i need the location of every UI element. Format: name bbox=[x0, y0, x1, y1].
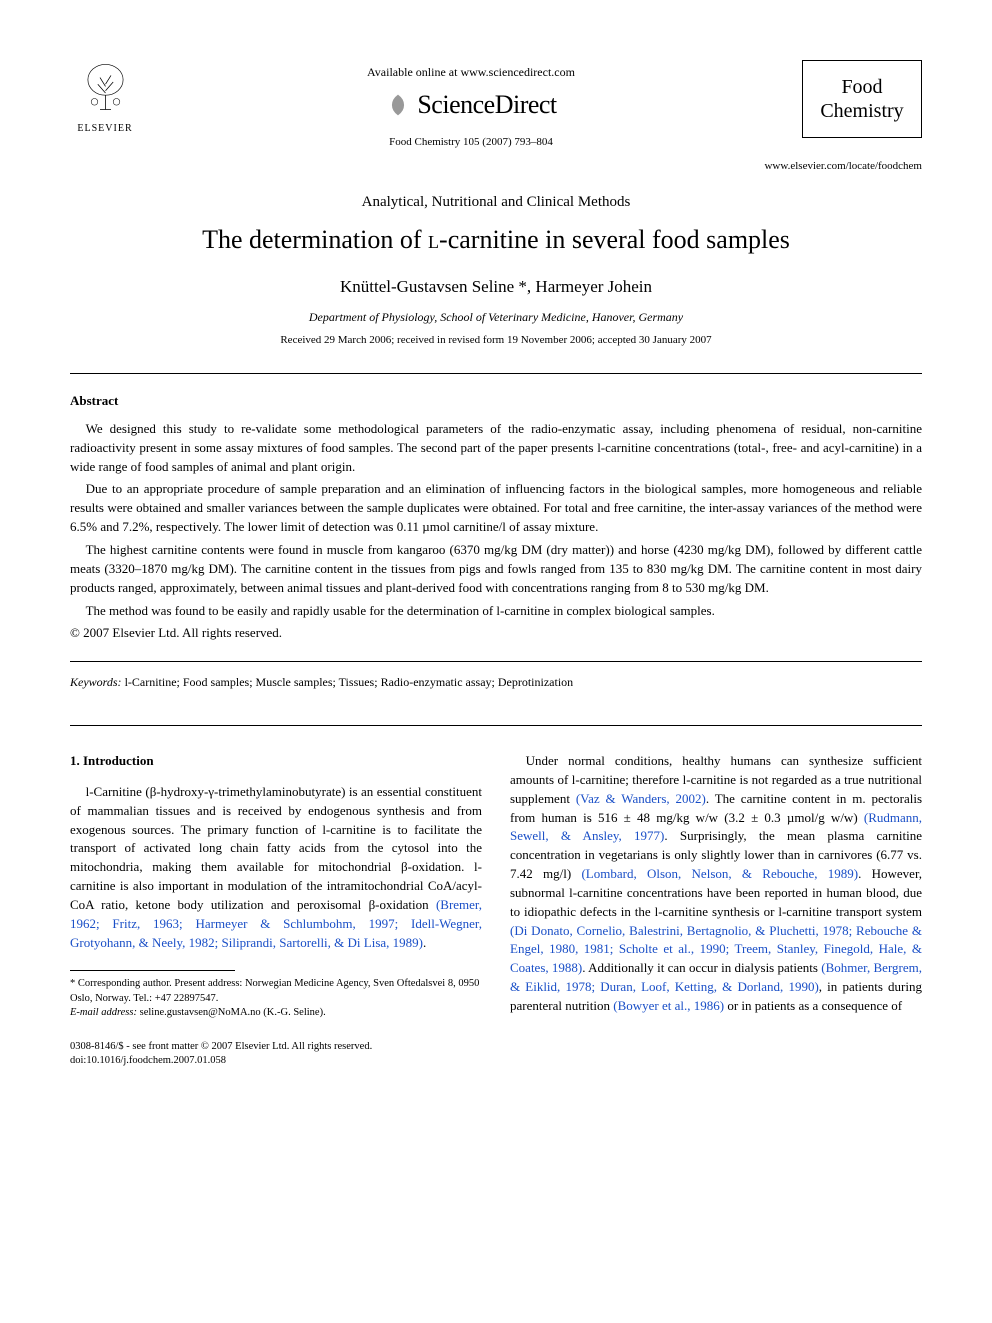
affiliation: Department of Physiology, School of Vete… bbox=[70, 309, 922, 326]
col2-p1: Under normal conditions, healthy humans … bbox=[510, 752, 922, 1016]
paper-title: The determination of l-carnitine in seve… bbox=[70, 223, 922, 257]
footnote-email: E-mail address: seline.gustavsen@NoMA.no… bbox=[70, 1006, 482, 1020]
elsevier-label: ELSEVIER bbox=[70, 122, 140, 136]
authors: Knüttel-Gustavsen Seline *, Harmeyer Joh… bbox=[70, 275, 922, 299]
journal-box-line2: Chemistry bbox=[815, 99, 909, 123]
body-columns: 1. Introduction l-Carnitine (β-hydroxy-γ… bbox=[70, 752, 922, 1020]
journal-url[interactable]: www.elsevier.com/locate/foodchem bbox=[70, 159, 922, 174]
abstract-p4: The method was found to be easily and ra… bbox=[70, 602, 922, 621]
elsevier-tree-icon bbox=[78, 60, 133, 115]
copyright: © 2007 Elsevier Ltd. All rights reserved… bbox=[70, 624, 922, 643]
abstract-block: Abstract We designed this study to re-va… bbox=[70, 373, 922, 662]
column-right: Under normal conditions, healthy humans … bbox=[510, 752, 922, 1020]
journal-box-line1: Food bbox=[815, 75, 909, 99]
abstract-p1: We designed this study to re-validate so… bbox=[70, 420, 922, 477]
abstract-heading: Abstract bbox=[70, 392, 922, 410]
footer-line1: 0308-8146/$ - see front matter © 2007 El… bbox=[70, 1040, 922, 1054]
page-header: ELSEVIER Available online at www.science… bbox=[70, 60, 922, 151]
journal-title-box: Food Chemistry bbox=[802, 60, 922, 138]
keywords-text: l-Carnitine; Food samples; Muscle sample… bbox=[122, 675, 574, 689]
available-online-text: Available online at www.sciencedirect.co… bbox=[140, 64, 802, 81]
citation[interactable]: (Lombard, Olson, Nelson, & Rebouche, 198… bbox=[581, 866, 858, 881]
sciencedirect-brand: ScienceDirect bbox=[140, 87, 802, 123]
abstract-p3: The highest carnitine contents were foun… bbox=[70, 541, 922, 598]
corresponding-author-footnote: * Corresponding author. Present address:… bbox=[70, 977, 482, 1020]
citation[interactable]: (Vaz & Wanders, 2002) bbox=[576, 791, 706, 806]
keywords: Keywords: l-Carnitine; Food samples; Mus… bbox=[70, 674, 922, 691]
column-left: 1. Introduction l-Carnitine (β-hydroxy-γ… bbox=[70, 752, 482, 1020]
journal-reference: Food Chemistry 105 (2007) 793–804 bbox=[140, 135, 802, 150]
intro-heading: 1. Introduction bbox=[70, 752, 482, 771]
citation[interactable]: (Bowyer et al., 1986) bbox=[613, 998, 724, 1013]
elsevier-logo: ELSEVIER bbox=[70, 60, 140, 136]
center-header: Available online at www.sciencedirect.co… bbox=[140, 60, 802, 151]
sciencedirect-icon bbox=[385, 92, 411, 118]
footer-doi: doi:10.1016/j.foodchem.2007.01.058 bbox=[70, 1054, 922, 1068]
journal-box-wrapper: Food Chemistry bbox=[802, 60, 922, 138]
page-footer: 0308-8146/$ - see front matter © 2007 El… bbox=[70, 1040, 922, 1068]
abstract-p2: Due to an appropriate procedure of sampl… bbox=[70, 480, 922, 537]
article-dates: Received 29 March 2006; received in revi… bbox=[70, 333, 922, 348]
sciencedirect-text: ScienceDirect bbox=[417, 87, 556, 123]
footnote-corr: * Corresponding author. Present address:… bbox=[70, 977, 482, 1005]
intro-p1: l-Carnitine (β-hydroxy-γ-trimethylaminob… bbox=[70, 783, 482, 953]
footnote-rule bbox=[70, 970, 235, 971]
keywords-label: Keywords: bbox=[70, 675, 122, 689]
article-section: Analytical, Nutritional and Clinical Met… bbox=[70, 192, 922, 213]
